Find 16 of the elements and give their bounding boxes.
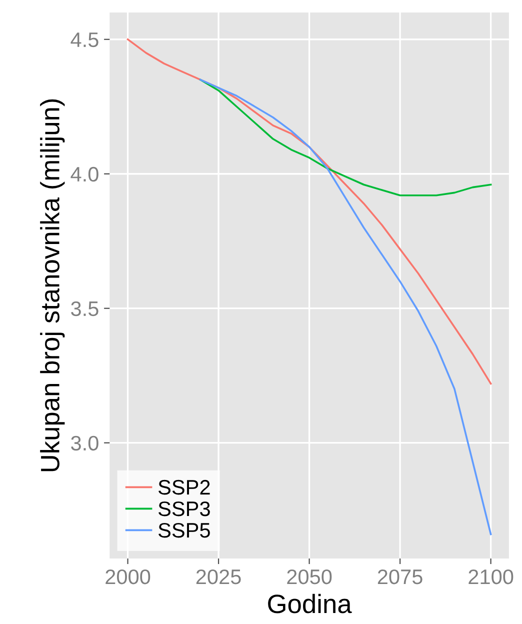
x-tick-label: 2050 (287, 569, 332, 584)
x-axis-title: Godina (268, 594, 352, 614)
x-tick-label: 2025 (196, 569, 241, 584)
legend-label: SSP5 (158, 522, 210, 538)
y-tick-label: 3.0 (71, 436, 98, 451)
x-tick-label: 2000 (106, 569, 150, 584)
y-tick-label: 4.0 (70, 166, 98, 182)
y-axis-title: Ukupan broj stanovnika (milijun) (40, 99, 65, 472)
x-tick-label: 2075 (378, 569, 422, 584)
line-series (199, 78, 492, 196)
legend-label: SSP2 (158, 480, 210, 495)
line-series (126, 38, 492, 385)
y-tick-label: 3.5 (71, 301, 98, 316)
legend-label: SSP3 (158, 501, 210, 516)
y-tick-label: 4.5 (70, 32, 98, 48)
x-tick-label: 2100 (468, 569, 514, 584)
